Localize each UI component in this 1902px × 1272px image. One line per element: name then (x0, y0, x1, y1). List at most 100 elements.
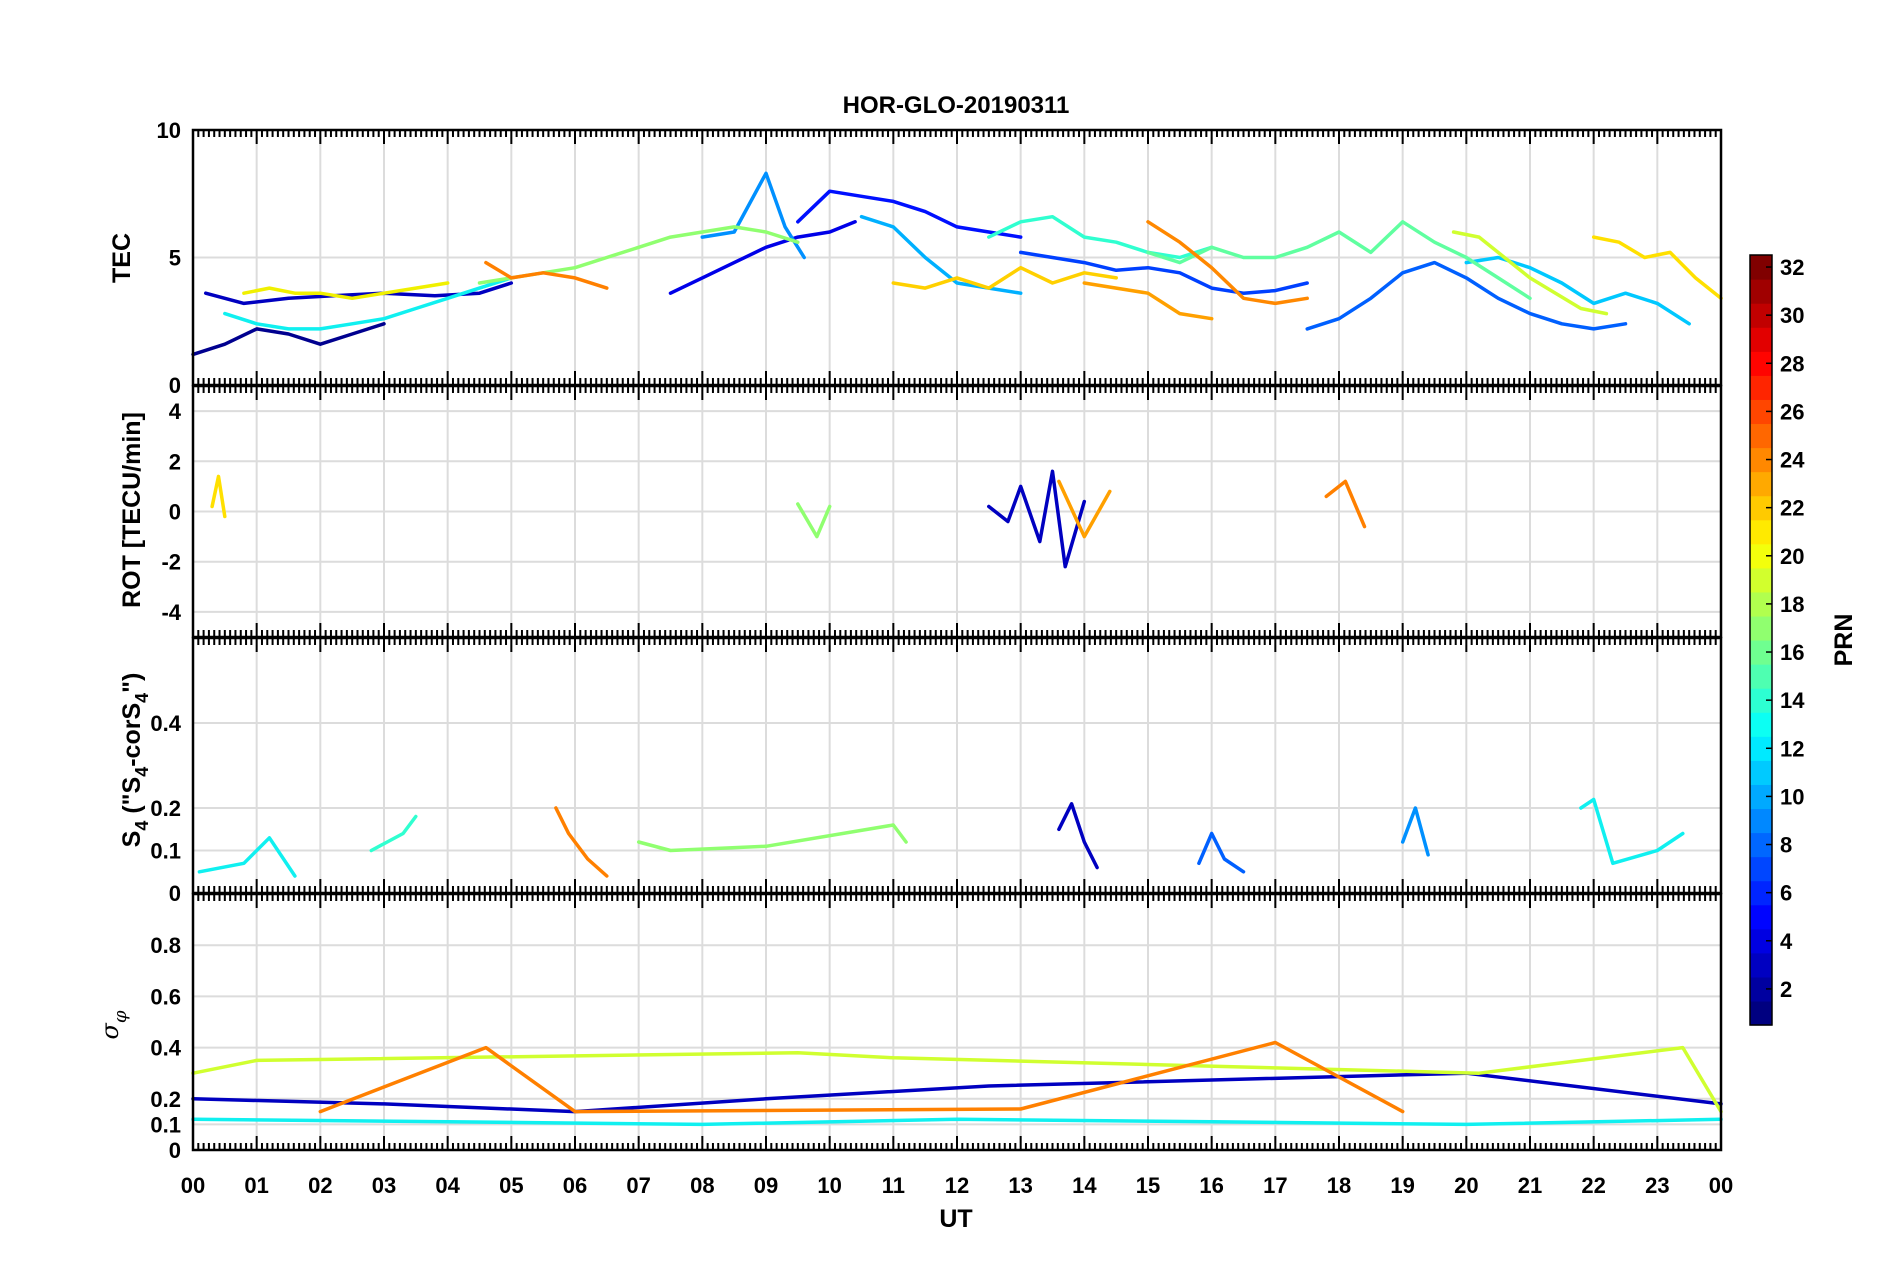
rot-ylabel: ROT [TECU/min] (118, 412, 146, 608)
colorbar-label: PRN (1830, 614, 1858, 667)
rot-series-prn-23 (1324, 479, 1367, 529)
colorbar-segment (1750, 856, 1772, 882)
tec-series-prn-2 (203, 281, 514, 306)
colorbar-tick-label: 12 (1780, 736, 1804, 761)
x-tick-label: 22 (1581, 1173, 1605, 1198)
tec-series-prn-14 (987, 214, 1214, 260)
x-tick-label: 16 (1199, 1173, 1223, 1198)
colorbar-tick-label: 22 (1780, 496, 1804, 521)
x-tick-label: 20 (1454, 1173, 1478, 1198)
colorbar-segment (1750, 327, 1772, 352)
x-tick-label: 18 (1327, 1173, 1351, 1198)
colorbar-segment (1750, 351, 1772, 376)
x-tick-label: 06 (563, 1173, 587, 1198)
rot-series-prn-16 (796, 502, 832, 539)
chart-title: HOR-GLO-20190311 (843, 92, 1070, 119)
tec-series-prn-4 (796, 189, 1023, 239)
colorbar-tick-label: 8 (1780, 833, 1792, 858)
x-tick-label: 19 (1390, 1173, 1414, 1198)
tec-series-prn-5 (1018, 250, 1309, 295)
sigma-series-prn-23 (318, 1040, 1405, 1114)
x-tick-label: 13 (1008, 1173, 1032, 1198)
colorbar-segment (1750, 399, 1772, 425)
rot-series-prn-18 (210, 474, 227, 519)
tec-series-prn-1 (191, 322, 386, 357)
x-axis-tick-labels: 00 01 02 03 04 05 06 07 08 09 10 11 12 13 14 15 16 17 18 19… (181, 1173, 1733, 1198)
tec-series-prn-10 (1464, 255, 1691, 326)
x-tick-label: 07 (626, 1173, 650, 1198)
sigma-ytick-label: 0 (169, 1138, 181, 1163)
tec-series-prn-6 (1305, 260, 1628, 331)
sigma-ytick-label: 0.2 (150, 1087, 181, 1112)
colorbar-segment (1750, 543, 1772, 569)
colorbar-tick-label: 30 (1780, 303, 1804, 328)
colorbar-tick-label: 26 (1780, 399, 1804, 424)
colorbar-segment (1750, 471, 1772, 497)
colorbar-tick-label: 2 (1780, 977, 1792, 1002)
colorbar-segment (1750, 808, 1772, 834)
x-tick-label: 15 (1136, 1173, 1160, 1198)
s4-series-prn-11 (1579, 797, 1685, 866)
rot-ytick-label: -4 (161, 600, 181, 625)
x-tick-label: 08 (690, 1173, 714, 1198)
sigma-ylabel-sub: φ (110, 1010, 131, 1023)
s4-series-prn-2 (1057, 802, 1099, 870)
colorbar-segment (1750, 423, 1772, 449)
colorbar-segment (1750, 688, 1772, 713)
s4-ylabel-part: ("S (118, 777, 146, 821)
colorbar-segment (1750, 279, 1772, 304)
sigma-series-prn-12 (191, 1117, 1723, 1127)
x-tick-label: 00 (181, 1173, 205, 1198)
colorbar-segment (1750, 664, 1772, 689)
s4-ylabel-part: ") (118, 673, 146, 693)
x-tick-label: 23 (1645, 1173, 1669, 1198)
x-tick-label: 00 (1709, 1173, 1733, 1198)
x-tick-label: 11 (882, 1173, 905, 1198)
colorbar-segment (1750, 976, 1772, 1002)
colorbar-segment (1750, 784, 1772, 810)
s4-ylabel-sub: 4 (132, 821, 152, 831)
s4-panel: 0 0.1 0.2 0.4 (150, 636, 1723, 906)
x-tick-label: 04 (435, 1173, 460, 1198)
colorbar-tick-label: 4 (1780, 929, 1793, 954)
colorbar-segment (1750, 567, 1772, 593)
x-tick-label: 09 (754, 1173, 778, 1198)
colorbar-tick-label: 10 (1780, 784, 1804, 809)
colorbar-segment (1750, 1000, 1772, 1026)
colorbar-tick-label: 32 (1780, 255, 1804, 280)
colorbar-segment (1750, 615, 1772, 641)
tec-panel: 0 5 10 (157, 118, 1723, 398)
x-tick-label: 17 (1263, 1173, 1287, 1198)
tec-series-prn-12 (223, 276, 514, 331)
tec-series-prn-22 (1082, 281, 1214, 321)
colorbar-tick-label: 24 (1780, 448, 1805, 473)
tec-series-prn-16 (1146, 220, 1532, 301)
rot-panel: -4 -2 0 2 4 (161, 384, 1723, 639)
colorbar-segment (1750, 495, 1772, 521)
rot-series-prn-22 (1057, 479, 1112, 539)
sigma-ytick-label: 0.4 (150, 1036, 181, 1061)
tec-ytick-label: 5 (169, 246, 181, 271)
tec-series-prn-7 (700, 171, 806, 260)
s4-ytick-label: 0.2 (150, 796, 181, 821)
tec-series-prn-19 (1451, 230, 1609, 316)
colorbar-segment (1750, 591, 1772, 617)
colorbar-segment (1750, 760, 1772, 785)
rot-ytick-label: -2 (161, 550, 181, 575)
x-tick-label: 21 (1518, 1173, 1542, 1198)
colorbar-frame (1749, 254, 1773, 1026)
x-tick-label: 05 (499, 1173, 523, 1198)
sigma-ylabel: σφ (96, 1010, 131, 1039)
colorbar-tick-label: 28 (1780, 351, 1804, 376)
s4-ylabel-part: S (118, 831, 146, 848)
colorbar-tick-label: 16 (1780, 640, 1804, 665)
tec-series-prn-23 (484, 260, 609, 290)
colorbar-tick-label: 14 (1780, 688, 1805, 713)
s4-ytick-label: 0.1 (150, 839, 181, 864)
s4-ytick-label: 0.4 (150, 711, 181, 736)
sigma-frame (191, 892, 1723, 1152)
s4-ytick-label: 0 (169, 881, 181, 906)
s4-ylabel-part: -corS (118, 703, 146, 767)
